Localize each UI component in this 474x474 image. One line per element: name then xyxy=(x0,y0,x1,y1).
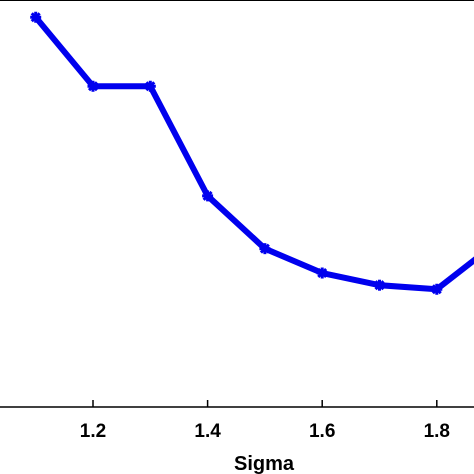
x-axis-ticks: 1.2 1.4 1.6 1.8 xyxy=(80,400,450,442)
data-point-marker xyxy=(30,11,42,23)
data-point-marker xyxy=(316,267,328,279)
series-group xyxy=(30,11,474,295)
data-point-marker xyxy=(87,80,99,92)
data-point-marker xyxy=(259,243,271,255)
data-point-marker xyxy=(144,80,156,92)
data-point-marker xyxy=(202,190,214,202)
x-tick-label: 1.2 xyxy=(80,421,106,442)
x-tick-label: 1.6 xyxy=(309,421,335,442)
x-tick-label: 1.8 xyxy=(424,421,450,442)
x-axis-title: Sigma xyxy=(234,453,295,474)
plot-frame xyxy=(0,0,474,408)
data-point-marker xyxy=(374,279,385,291)
series-line xyxy=(33,15,474,293)
x-tick-label: 1.4 xyxy=(194,421,221,442)
data-point-marker xyxy=(431,283,443,295)
